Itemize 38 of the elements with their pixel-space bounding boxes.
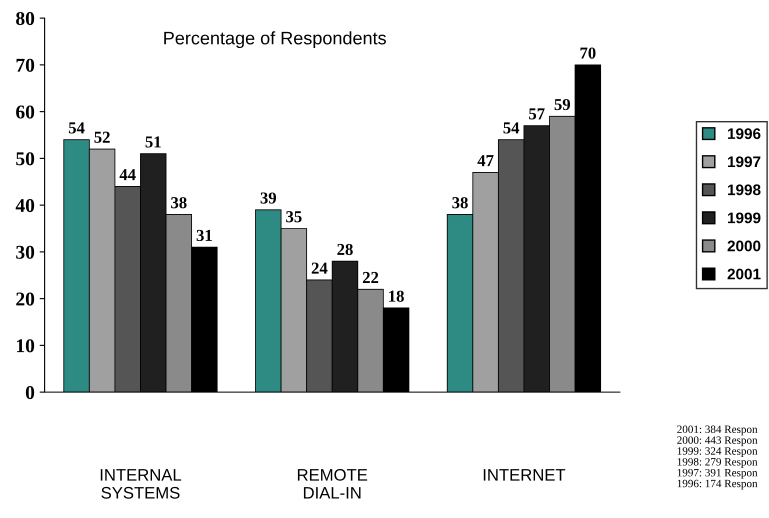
data-label: 22 [362,272,378,283]
x-tick-label: INTERNET [484,469,566,481]
y-tick-label: 60 [16,105,34,119]
y-tick-label: 80 [16,12,34,26]
y-tick-label: 20 [16,292,34,306]
y-tick-label: 40 [16,198,34,212]
y-tick-label: 10 [16,339,34,352]
data-label: 31 [196,230,212,242]
data-label: 28 [337,244,353,256]
text: 2001: 384 Respon 2000: 443 Respon 1999: 324 Respon 1998: 279 Respon 1997: 391 Respon 1996: 174 Respon [677,426,758,490]
data-label: 18 [389,290,404,302]
legend-label: 1996 [728,128,760,140]
data-label: 38 [452,197,468,208]
data-label: 38 [171,197,187,208]
data-label: 44 [120,169,136,180]
data-label: 54 [68,122,85,134]
y-tick-label: 30 [16,246,34,259]
data-label: 52 [94,132,110,143]
legend-label: 1998 [728,184,761,196]
legend-label: 1997 [728,156,760,168]
legend-label: 2000 [728,240,760,252]
data-label: 47 [477,155,494,166]
x-tick-label: REMOTE DIAL-IN [298,468,368,499]
annotation: Percentage of Respondents [164,31,386,48]
data-label: 24 [312,262,328,274]
legend-label: 1999 [728,212,760,224]
data-label: 59 [554,98,570,110]
y-tick-label: 70 [16,58,34,72]
data-label: 54 [503,122,520,134]
data-label: 70 [580,47,596,59]
legend-label: 2001 [728,268,761,280]
data-label: 35 [286,211,302,222]
data-label: 39 [260,192,276,204]
y-tick-label: 0 [26,386,34,400]
data-label: 51 [146,136,161,148]
x-tick-label: INTERNAL SYSTEMS [100,469,182,499]
y-tick-label: 50 [16,152,34,166]
data-label: 57 [529,108,545,120]
